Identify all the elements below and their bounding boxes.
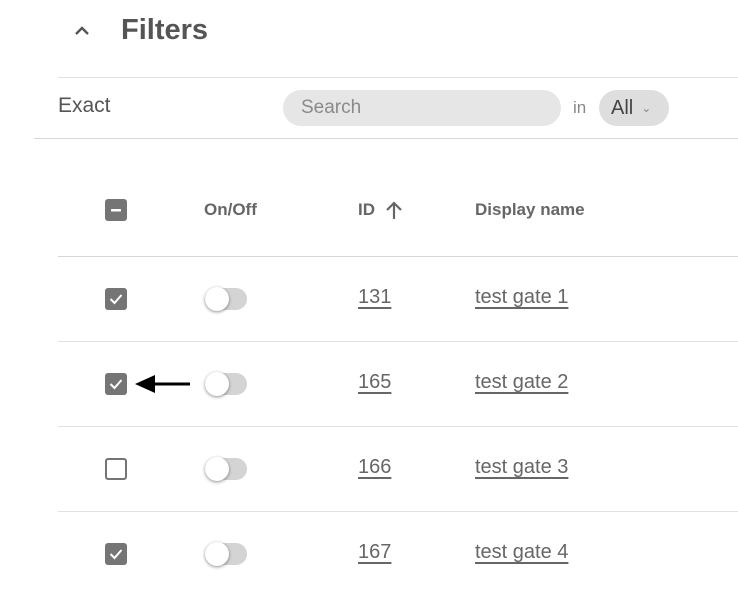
divider — [58, 426, 738, 427]
divider — [58, 511, 738, 512]
scope-value: All — [611, 96, 634, 119]
row-checkbox[interactable] — [105, 543, 127, 565]
display-name-link[interactable]: test gate 1 — [475, 286, 569, 308]
display-name-link[interactable]: test gate 2 — [475, 371, 569, 393]
header-id-label: ID — [358, 200, 375, 219]
divider — [34, 138, 738, 139]
arrow-left-icon — [135, 375, 190, 393]
toggle-knob — [205, 542, 229, 566]
toggle-knob — [205, 457, 229, 481]
check-icon — [109, 294, 123, 305]
row-checkbox[interactable] — [105, 373, 127, 395]
select-all-checkbox[interactable] — [105, 199, 127, 221]
on-off-toggle[interactable] — [205, 287, 247, 311]
on-off-toggle[interactable] — [205, 372, 247, 396]
header-display-name[interactable]: Display name — [475, 200, 585, 219]
row-checkbox[interactable] — [105, 458, 127, 480]
id-link[interactable]: 131 — [358, 286, 392, 308]
divider — [58, 77, 738, 78]
toggle-knob — [205, 287, 229, 311]
exact-label[interactable]: Exact — [58, 94, 111, 117]
toggle-knob — [205, 372, 229, 396]
minus-icon — [111, 209, 121, 212]
id-link[interactable]: 166 — [358, 456, 392, 478]
in-label: in — [573, 98, 587, 117]
scope-select[interactable]: All ⌄ — [599, 90, 669, 126]
divider — [58, 256, 738, 257]
on-off-toggle[interactable] — [205, 457, 247, 481]
id-link[interactable]: 165 — [358, 371, 392, 393]
filters-title: Filters — [121, 14, 209, 46]
display-name-link[interactable]: test gate 3 — [475, 456, 569, 478]
arrow-up-icon — [386, 201, 402, 219]
search-input[interactable] — [283, 90, 561, 126]
chevron-down-icon: ⌄ — [641, 101, 652, 115]
chevron-up-icon[interactable] — [72, 20, 92, 40]
on-off-toggle[interactable] — [205, 542, 247, 566]
row-checkbox[interactable] — [105, 288, 127, 310]
check-icon — [109, 379, 123, 390]
header-id[interactable]: ID — [358, 200, 403, 220]
check-icon — [109, 549, 123, 560]
id-link[interactable]: 167 — [358, 541, 392, 563]
divider — [58, 341, 738, 342]
header-onoff[interactable]: On/Off — [204, 200, 257, 219]
display-name-link[interactable]: test gate 4 — [475, 541, 569, 563]
